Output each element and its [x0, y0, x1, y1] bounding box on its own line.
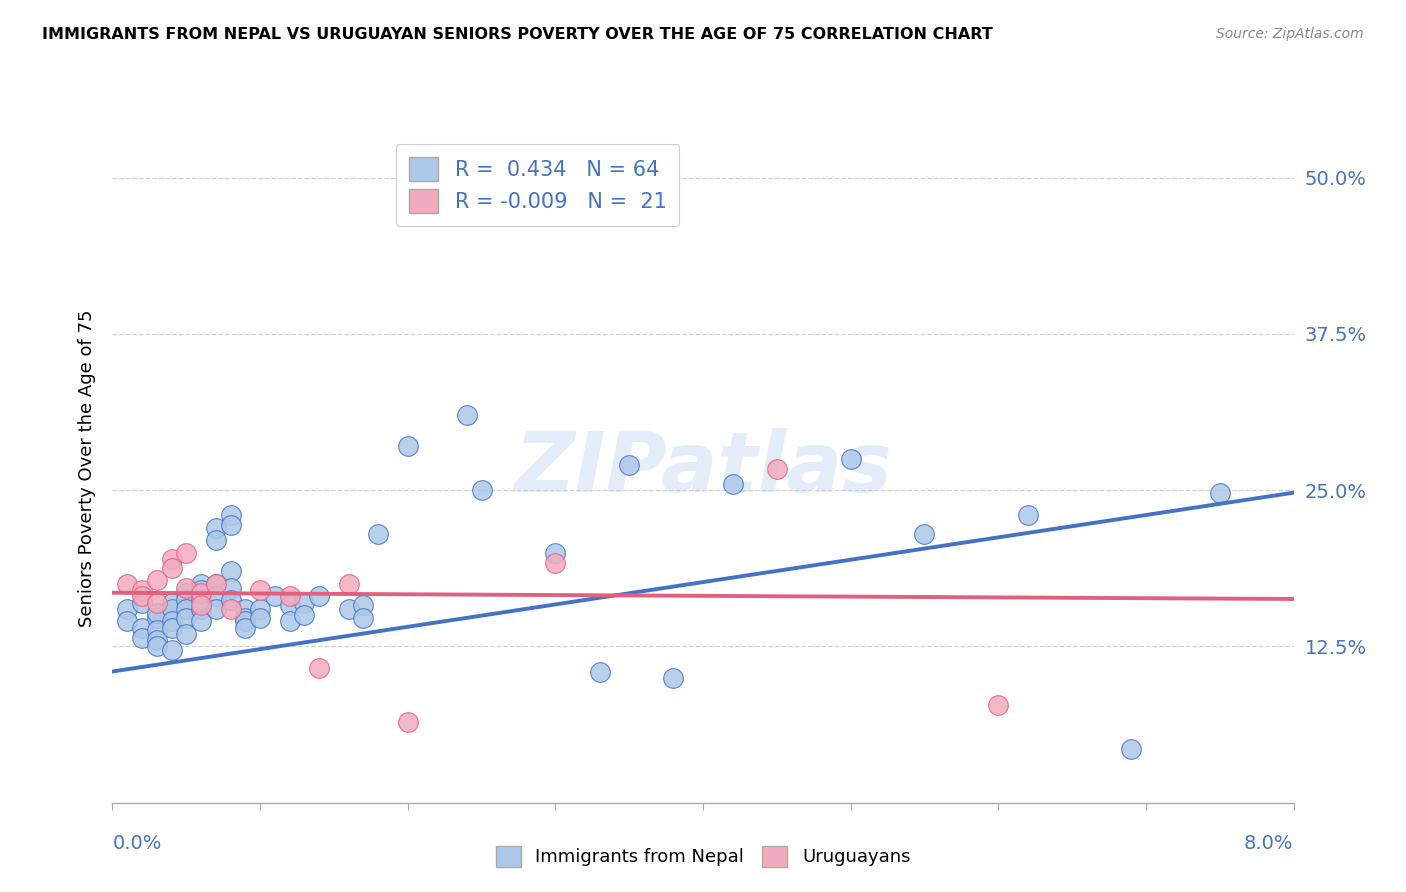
Point: [205, 577, 228, 591]
Point: [278, 615, 301, 629]
Point: [174, 627, 197, 641]
Point: [190, 615, 212, 629]
Point: [174, 581, 197, 595]
Point: [205, 602, 228, 616]
Point: [174, 602, 197, 616]
Point: [337, 577, 360, 591]
Point: [190, 577, 212, 591]
Point: [205, 590, 228, 604]
Point: [839, 451, 862, 466]
Point: [292, 596, 315, 610]
Point: [205, 577, 228, 591]
Point: [619, 458, 641, 472]
Point: [131, 621, 153, 635]
Point: [131, 583, 153, 598]
Point: [249, 583, 271, 598]
Point: [146, 606, 169, 620]
Legend: Immigrants from Nepal, Uruguayans: Immigrants from Nepal, Uruguayans: [488, 838, 918, 874]
Point: [662, 671, 685, 685]
Point: [456, 408, 478, 422]
Point: [117, 577, 138, 591]
Point: [233, 602, 256, 616]
Point: [131, 590, 153, 604]
Legend: R =  0.434   N = 64, R = -0.009   N =  21: R = 0.434 N = 64, R = -0.009 N = 21: [396, 145, 679, 226]
Text: Source: ZipAtlas.com: Source: ZipAtlas.com: [1216, 27, 1364, 41]
Point: [146, 596, 169, 610]
Point: [249, 602, 271, 616]
Point: [174, 546, 197, 560]
Point: [308, 661, 330, 675]
Y-axis label: Seniors Poverty Over the Age of 75: Seniors Poverty Over the Age of 75: [77, 310, 96, 627]
Point: [160, 615, 183, 629]
Point: [987, 698, 1010, 713]
Point: [160, 621, 183, 635]
Point: [190, 602, 212, 616]
Point: [160, 596, 183, 610]
Point: [765, 462, 787, 476]
Point: [292, 608, 315, 623]
Point: [352, 599, 374, 613]
Point: [337, 602, 360, 616]
Point: [219, 593, 242, 607]
Point: [233, 621, 256, 635]
Point: [190, 585, 212, 599]
Point: [914, 527, 936, 541]
Point: [146, 624, 169, 638]
Point: [174, 593, 197, 607]
Point: [367, 527, 389, 541]
Point: [588, 665, 610, 679]
Point: [396, 714, 419, 729]
Text: IMMIGRANTS FROM NEPAL VS URUGUAYAN SENIORS POVERTY OVER THE AGE OF 75 CORRELATIO: IMMIGRANTS FROM NEPAL VS URUGUAYAN SENIO…: [42, 27, 993, 42]
Point: [219, 508, 242, 523]
Point: [1208, 485, 1232, 500]
Text: 8.0%: 8.0%: [1244, 834, 1294, 853]
Point: [190, 583, 212, 598]
Point: [219, 581, 242, 595]
Point: [396, 439, 419, 453]
Point: [219, 518, 242, 533]
Point: [352, 611, 374, 625]
Point: [131, 596, 153, 610]
Point: [471, 483, 494, 498]
Point: [160, 560, 183, 574]
Point: [146, 633, 169, 648]
Point: [146, 573, 169, 587]
Point: [146, 640, 169, 654]
Point: [160, 643, 183, 657]
Point: [117, 615, 138, 629]
Point: [278, 599, 301, 613]
Point: [278, 590, 301, 604]
Point: [131, 631, 153, 645]
Point: [160, 552, 183, 566]
Point: [174, 585, 197, 599]
Point: [205, 533, 228, 548]
Point: [308, 590, 330, 604]
Point: [174, 611, 197, 625]
Point: [544, 556, 567, 570]
Point: [146, 611, 169, 625]
Point: [1017, 508, 1039, 523]
Point: [117, 602, 138, 616]
Point: [205, 521, 228, 535]
Point: [1119, 742, 1142, 756]
Point: [544, 546, 567, 560]
Point: [219, 565, 242, 579]
Point: [233, 611, 256, 625]
Point: [219, 602, 242, 616]
Point: [160, 602, 183, 616]
Point: [190, 599, 212, 613]
Point: [233, 615, 256, 629]
Point: [721, 477, 744, 491]
Text: ZIPatlas: ZIPatlas: [515, 428, 891, 508]
Point: [249, 611, 271, 625]
Text: 0.0%: 0.0%: [112, 834, 162, 853]
Point: [264, 590, 287, 604]
Point: [190, 593, 212, 607]
